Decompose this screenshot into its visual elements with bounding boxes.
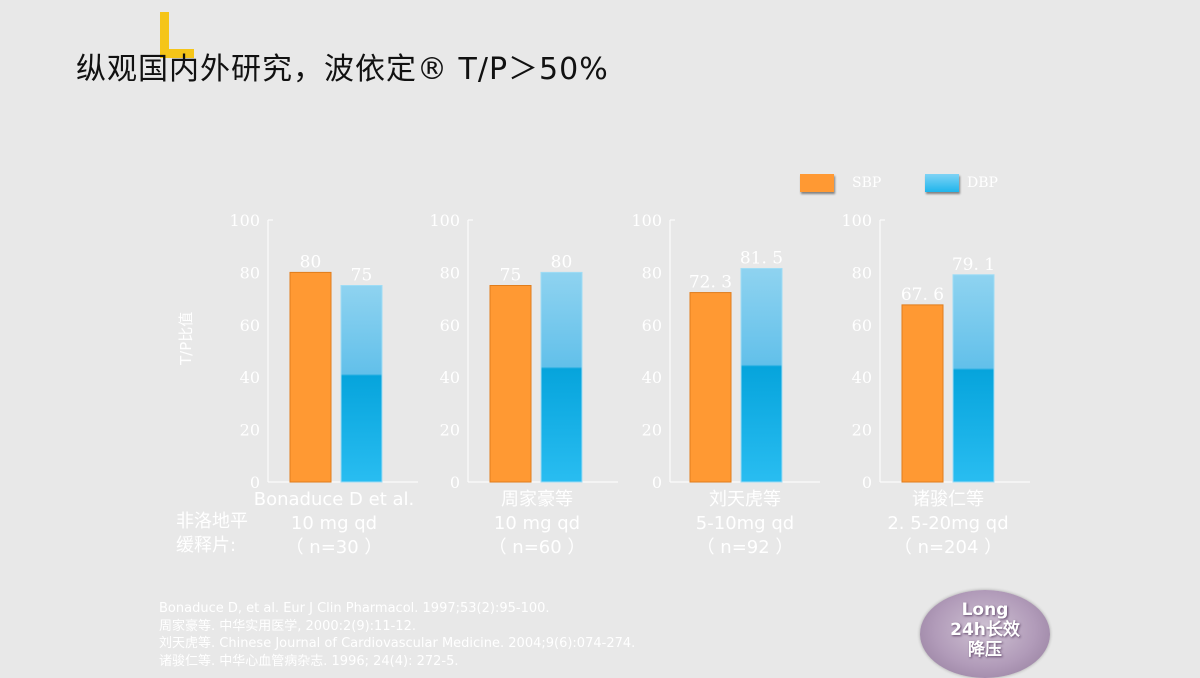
bar-dbp [540,271,583,483]
y-tick-label: 80 [642,263,662,282]
legend-sbp: SBP [800,173,881,193]
legend-swatch-dbp [925,174,959,192]
reference-item: 刘天虎等. Chinese Journal of Cardiovascular … [159,636,636,651]
references: Bonaduce D, et al. Eur J Clin Pharmacol.… [159,600,635,670]
legend-dbp: DBP [925,173,998,193]
study-n-3: （ n=92 ） [696,537,794,558]
study-dose-3: 5-10mg qd [695,513,795,534]
bar-sbp [901,304,944,483]
y-tick-label: 40 [852,368,872,387]
study-author-1: Bonaduce D et al. [253,489,415,510]
study-dose-1: 10 mg qd [290,513,378,534]
study-author-3: 刘天虎等 [709,489,781,510]
y-tick-label: 40 [240,368,260,387]
y-tick-label: 20 [440,421,460,440]
y-tick-label: 80 [240,263,260,282]
y-tick-label: 60 [642,316,662,335]
legend-label-dbp: DBP [967,175,998,191]
y-tick-label: 80 [440,263,460,282]
bar-value-label-dbp: 81. 5 [740,248,783,268]
bar-dbp [740,267,783,483]
y-tick-label: 100 [229,211,260,230]
bar-dbp [340,285,383,483]
logo-bar-vertical [160,12,169,58]
y-tick-label: 0 [652,473,662,492]
study-dose-4: 2. 5-20mg qd [887,513,1009,534]
study-dose-2: 10 mg qd [493,513,581,534]
drug-label: 非洛地平 缓释片: [176,510,248,558]
y-tick-label: 60 [240,316,260,335]
legend-swatch-sbp [800,174,834,192]
badge-line-3: 降压 [968,640,1002,660]
bar-sbp [689,292,732,483]
bar-value-label-dbp: 80 [551,252,573,272]
logo-bar-horizontal [160,49,194,58]
bar-value-label-sbp: 80 [300,252,322,272]
drug-label-line-2: 缓释片: [176,535,237,556]
y-tick-label: 0 [450,473,460,492]
study-n-1: （ n=30 ） [285,537,383,558]
y-tick-label: 100 [631,211,662,230]
study-label-3: 刘天虎等 5-10mg qd （ n=92 ） [635,488,855,560]
reference-item: Bonaduce D, et al. Eur J Clin Pharmacol.… [159,601,550,616]
y-tick-label: 100 [841,211,872,230]
bar-value-label-sbp: 72. 3 [689,273,732,293]
badge-line-1: Long [961,600,1009,620]
study-author-2: 周家豪等 [501,489,573,510]
bar-value-label-sbp: 75 [500,266,522,286]
y-tick-label: 0 [250,473,260,492]
reference-item: 周家豪等. 中华实用医学, 2000:2(9):11-12. [159,618,416,634]
bar-value-label-sbp: 67. 6 [901,285,944,305]
y-tick-label: 20 [642,421,662,440]
study-n-2: （ n=60 ） [488,537,586,558]
y-tick-label: 40 [440,368,460,387]
y-tick-label: 60 [852,316,872,335]
y-tick-label: 100 [429,211,460,230]
bar-value-label-dbp: 79. 1 [952,255,995,275]
y-tick-label: 80 [852,263,872,282]
bar-sbp [289,271,332,483]
y-tick-label: 20 [240,421,260,440]
logo-mark [160,12,196,60]
legend-label-sbp: SBP [852,175,882,191]
study-label-4: 诸骏仁等 2. 5-20mg qd （ n=204 ） [838,488,1058,560]
y-tick-label: 20 [852,421,872,440]
bar-sbp [489,285,532,483]
study-label-1: Bonaduce D et al. 10 mg qd （ n=30 ） [224,488,444,560]
reference-item: 诸骏仁等. 中华心血管病杂志. 1996; 24(4): 272-5. [159,653,459,669]
y-tick-label: 40 [642,368,662,387]
study-n-4: （ n=204 ） [893,537,1003,558]
bar-dbp [952,274,995,483]
drug-label-line-1: 非洛地平 [176,511,248,532]
long-acting-badge: Long 24h长效 降压 [920,590,1050,678]
badge-line-2: 24h长效 [950,620,1020,640]
study-label-2: 周家豪等 10 mg qd （ n=60 ） [427,488,647,560]
y-tick-label: 60 [440,316,460,335]
study-author-4: 诸骏仁等 [912,489,984,510]
bar-value-label-dbp: 75 [351,266,373,286]
page-title: 纵观国内外研究，波依定® T/P＞50% [76,52,609,87]
y-tick-label: 0 [862,473,872,492]
